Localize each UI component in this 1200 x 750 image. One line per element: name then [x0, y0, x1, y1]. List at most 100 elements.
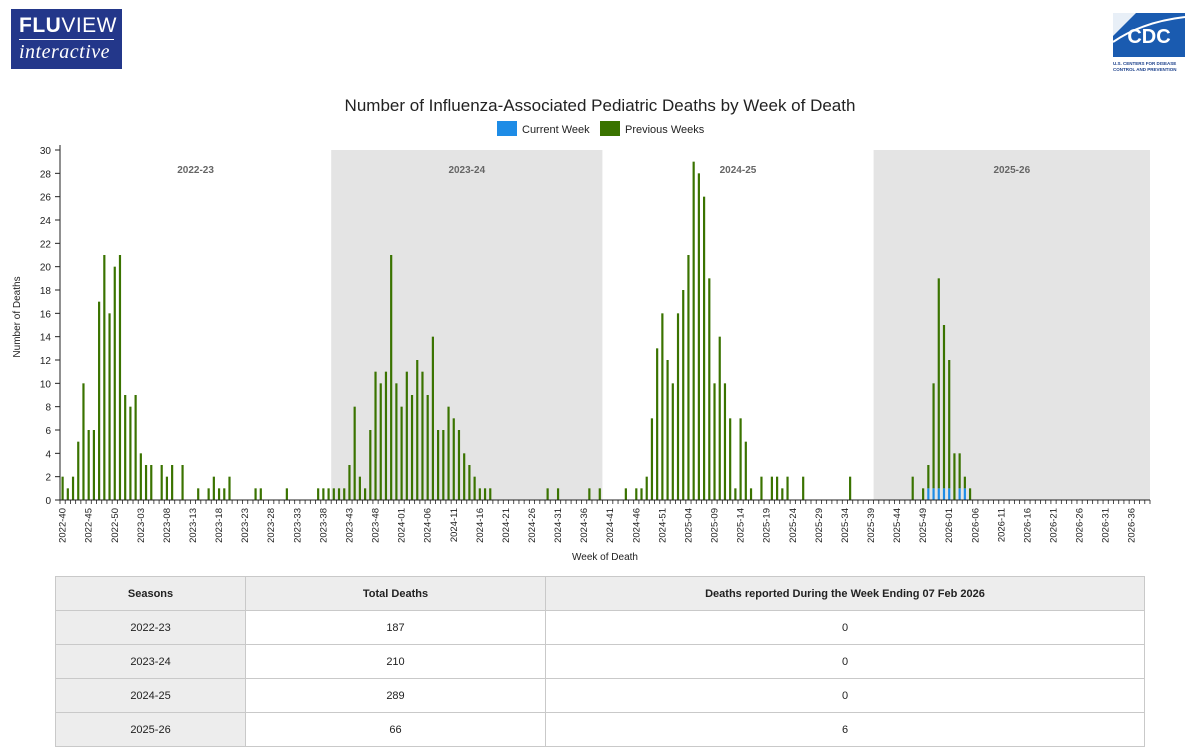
table-header-week-deaths[interactable]: Deaths reported During the Week Ending 0… — [545, 576, 1145, 611]
bar-previous-weeks[interactable] — [353, 406, 356, 500]
bar-previous-weeks[interactable] — [103, 255, 106, 500]
bar-previous-weeks[interactable] — [640, 488, 643, 500]
bar-previous-weeks[interactable] — [207, 488, 210, 500]
bar-previous-weeks[interactable] — [118, 255, 122, 500]
bar-previous-weeks[interactable] — [223, 488, 226, 500]
bar-previous-weeks[interactable] — [442, 430, 445, 500]
bar-previous-weeks[interactable] — [77, 441, 80, 500]
bar-previous-weeks[interactable] — [437, 430, 440, 500]
bar-previous-weeks[interactable] — [98, 301, 101, 500]
bar-previous-weeks[interactable] — [927, 465, 930, 489]
bar-previous-weeks[interactable] — [849, 476, 852, 500]
bar-previous-weeks[interactable] — [337, 488, 341, 500]
bar-previous-weeks[interactable] — [374, 371, 377, 500]
bar-previous-weeks[interactable] — [228, 476, 231, 500]
bar-previous-weeks[interactable] — [71, 476, 75, 500]
legend-label-current[interactable]: Current Week — [522, 124, 590, 136]
bar-previous-weeks[interactable] — [285, 488, 288, 500]
bar-current-week[interactable] — [948, 488, 951, 500]
bar-previous-weeks[interactable] — [676, 313, 680, 500]
bar-previous-weeks[interactable] — [369, 430, 372, 500]
bar-previous-weeks[interactable] — [463, 453, 466, 500]
bar-previous-weeks[interactable] — [358, 476, 361, 500]
bar-previous-weeks[interactable] — [431, 336, 434, 500]
bar-previous-weeks[interactable] — [661, 313, 664, 500]
bar-previous-weeks[interactable] — [108, 313, 111, 500]
bar-previous-weeks[interactable] — [953, 453, 956, 500]
bar-previous-weeks[interactable] — [963, 476, 966, 489]
bar-previous-weeks[interactable] — [478, 488, 481, 500]
bar-current-week[interactable] — [942, 488, 946, 500]
bar-previous-weeks[interactable] — [739, 418, 742, 500]
bar-previous-weeks[interactable] — [588, 488, 591, 500]
bar-previous-weeks[interactable] — [181, 465, 184, 500]
bar-previous-weeks[interactable] — [546, 488, 549, 500]
bar-current-week[interactable] — [932, 488, 935, 500]
bar-previous-weeks[interactable] — [144, 465, 148, 500]
bar-previous-weeks[interactable] — [697, 173, 700, 501]
bar-current-week[interactable] — [937, 488, 940, 500]
bar-previous-weeks[interactable] — [729, 418, 732, 500]
bar-previous-weeks[interactable] — [937, 278, 940, 489]
bar-previous-weeks[interactable] — [687, 255, 690, 500]
bar-previous-weeks[interactable] — [150, 465, 153, 500]
bar-current-week[interactable] — [927, 488, 930, 500]
bar-previous-weeks[interactable] — [468, 465, 471, 500]
bar-previous-weeks[interactable] — [473, 476, 476, 500]
bar-previous-weeks[interactable] — [343, 488, 346, 500]
bar-previous-weeks[interactable] — [671, 383, 674, 500]
bar-previous-weeks[interactable] — [384, 371, 388, 500]
bar-previous-weeks[interactable] — [197, 488, 200, 500]
bar-previous-weeks[interactable] — [702, 196, 706, 500]
bar-previous-weeks[interactable] — [749, 488, 753, 500]
bar-previous-weeks[interactable] — [968, 488, 972, 500]
bar-previous-weeks[interactable] — [82, 383, 85, 500]
bar-previous-weeks[interactable] — [379, 383, 382, 500]
bar-previous-weeks[interactable] — [650, 418, 654, 500]
bar-previous-weeks[interactable] — [400, 406, 403, 500]
bar-previous-weeks[interactable] — [160, 465, 163, 500]
bar-previous-weeks[interactable] — [483, 488, 487, 500]
bar-previous-weeks[interactable] — [395, 383, 398, 500]
bar-previous-weeks[interactable] — [327, 488, 330, 500]
bar-previous-weeks[interactable] — [348, 465, 351, 500]
bar-previous-weeks[interactable] — [139, 453, 142, 500]
bar-previous-weeks[interactable] — [656, 348, 659, 500]
table-header-total-deaths[interactable]: Total Deaths — [245, 576, 546, 611]
bar-previous-weeks[interactable] — [364, 488, 367, 500]
bar-previous-weeks[interactable] — [212, 476, 215, 500]
bar-previous-weeks[interactable] — [421, 371, 424, 500]
bar-previous-weeks[interactable] — [87, 430, 90, 500]
bar-previous-weeks[interactable] — [786, 476, 789, 500]
bar-previous-weeks[interactable] — [556, 488, 560, 500]
bar-previous-weeks[interactable] — [134, 395, 137, 500]
bar-previous-weeks[interactable] — [61, 476, 64, 500]
bar-previous-weeks[interactable] — [922, 488, 925, 500]
bar-previous-weeks[interactable] — [92, 430, 95, 500]
bar-previous-weeks[interactable] — [776, 476, 779, 500]
bar-previous-weeks[interactable] — [259, 488, 262, 500]
bar-previous-weeks[interactable] — [66, 488, 69, 500]
bar-previous-weeks[interactable] — [217, 488, 221, 500]
bar-previous-weeks[interactable] — [405, 371, 408, 500]
legend-label-previous[interactable]: Previous Weeks — [625, 124, 705, 136]
bar-previous-weeks[interactable] — [457, 430, 461, 500]
legend-swatch-previous[interactable] — [600, 121, 620, 136]
bar-previous-weeks[interactable] — [760, 476, 763, 500]
bar-previous-weeks[interactable] — [770, 476, 773, 500]
bar-previous-weeks[interactable] — [645, 476, 648, 500]
bar-current-week[interactable] — [963, 488, 966, 500]
bar-previous-weeks[interactable] — [171, 465, 174, 500]
bar-previous-weeks[interactable] — [254, 488, 257, 500]
bar-previous-weeks[interactable] — [692, 161, 695, 500]
bar-previous-weeks[interactable] — [624, 488, 627, 500]
table-header-seasons[interactable]: Seasons — [55, 576, 246, 611]
bar-previous-weeks[interactable] — [744, 441, 747, 500]
legend-swatch-current[interactable] — [497, 121, 517, 136]
bar-previous-weeks[interactable] — [942, 325, 946, 489]
bar-previous-weeks[interactable] — [317, 488, 320, 500]
bar-previous-weeks[interactable] — [958, 453, 961, 489]
bar-previous-weeks[interactable] — [911, 476, 914, 500]
bar-previous-weeks[interactable] — [113, 266, 116, 500]
bar-previous-weeks[interactable] — [390, 255, 393, 500]
